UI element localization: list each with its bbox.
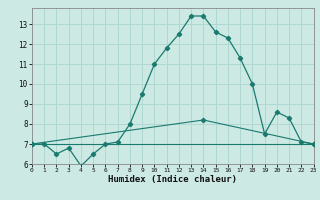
X-axis label: Humidex (Indice chaleur): Humidex (Indice chaleur) xyxy=(108,175,237,184)
